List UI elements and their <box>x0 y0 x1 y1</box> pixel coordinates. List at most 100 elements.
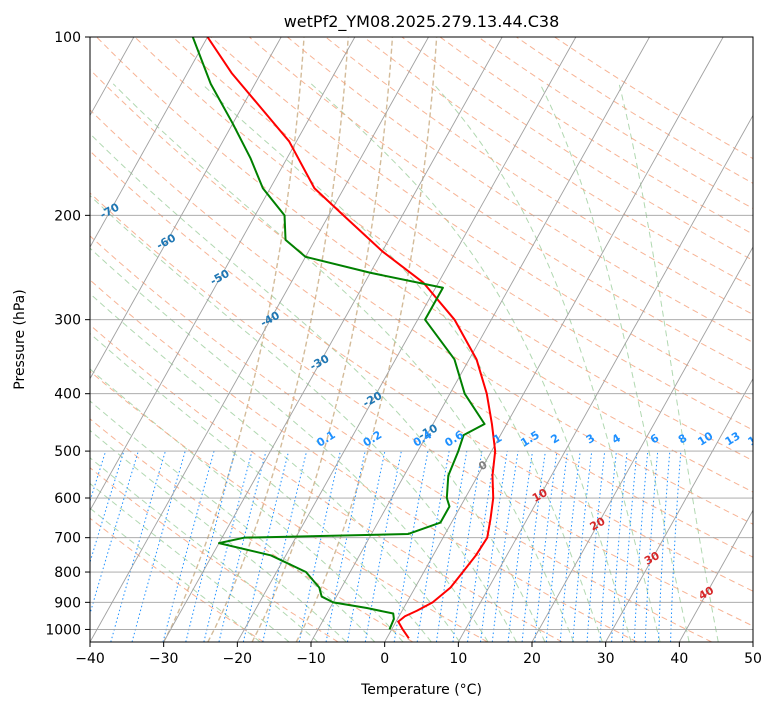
isotherm-gridlines <box>90 37 753 642</box>
mixing-ratio-lines <box>90 450 682 642</box>
mixing-ratio-line <box>131 450 186 642</box>
y-tick-label: 800 <box>54 565 81 581</box>
moist-adiabat-line <box>90 429 347 642</box>
moist-adiabat-line <box>90 293 461 642</box>
mixing-ratio-line <box>545 451 569 642</box>
y-axis-ticks: 100 200 300 400 500 600 700 800 900 1000 <box>45 30 90 638</box>
dgz-line <box>251 37 394 642</box>
dry-adiabat-line <box>90 109 753 558</box>
dry-adiabat-line <box>516 37 753 184</box>
y-tick-label: 1000 <box>45 622 81 638</box>
isotherm-line <box>605 377 753 642</box>
dry-adiabat-line <box>248 37 753 372</box>
y-tick-label: 400 <box>54 387 81 403</box>
isotherm-line <box>163 37 503 642</box>
x-axis-ticks: −40 −30 −20 −10 0 10 20 30 40 50 <box>75 642 762 667</box>
moist-adiabat-line <box>90 507 261 642</box>
y-tick-label: 300 <box>54 313 81 329</box>
x-tick-label: 40 <box>670 651 688 667</box>
dry-adiabat-line <box>90 192 753 627</box>
mixing-ratio-line <box>452 451 483 642</box>
moist-adiabat-line <box>310 83 632 642</box>
mixing-ratio-line <box>480 451 508 642</box>
x-tick-label: 20 <box>523 651 541 667</box>
y-tick-label: 600 <box>54 491 81 507</box>
x-tick-label: −20 <box>223 651 253 667</box>
isobar-gridlines <box>90 37 753 630</box>
moist-adiabat-line <box>90 247 489 642</box>
dewpoint-profile-line <box>191 37 486 630</box>
isotherm-line <box>90 37 208 248</box>
mixing-ratio-line <box>393 451 429 642</box>
dry-adiabats <box>90 37 753 642</box>
mixing-ratio-line <box>218 450 267 642</box>
dry-adiabat-line <box>90 324 563 642</box>
mixing-ratio-line <box>185 450 236 642</box>
x-tick-label: −30 <box>149 651 179 667</box>
plot-area: -100-90-80-70-60-50-40-30-20-10010203040… <box>90 37 766 642</box>
mixing-ratio-line <box>521 451 546 642</box>
dry-adiabat-line <box>90 517 264 642</box>
isotherm-line <box>90 37 429 642</box>
y-tick-label: 500 <box>54 444 81 460</box>
mixing-ratio-label: 16 <box>746 429 766 448</box>
moist-adiabat-line <box>618 83 719 642</box>
isotherm-line <box>384 37 724 642</box>
isotherm-line <box>236 37 577 642</box>
y-axis-label: Pressure (hPa) <box>12 289 28 389</box>
chart-title: wetPf2_YM08.2025.279.13.44.C38 <box>284 12 560 32</box>
profile-lines <box>191 37 497 639</box>
x-tick-label: 50 <box>744 651 762 667</box>
mixing-ratio-line <box>90 450 139 616</box>
x-tick-label: −40 <box>75 651 105 667</box>
mixing-ratio-line <box>507 451 534 642</box>
isotherm-line <box>531 246 753 642</box>
isotherm-line <box>310 37 650 642</box>
y-tick-label: 200 <box>54 208 81 224</box>
moist-adiabat-line <box>112 83 575 642</box>
moist-adiabat-line <box>90 133 546 642</box>
dry-adiabat-line <box>554 37 753 160</box>
mixing-ratio-line <box>242 450 290 642</box>
x-tick-label: −10 <box>296 651 326 667</box>
dry-adiabat-line <box>172 37 753 431</box>
moist-adiabat-line <box>433 83 661 642</box>
mixing-ratio-line <box>162 450 215 642</box>
y-tick-label: 900 <box>54 595 81 611</box>
moist-adiabat-line <box>201 83 603 642</box>
dry-adiabat-line <box>90 150 753 592</box>
dry-adiabat-line <box>90 279 638 642</box>
dry-adiabat-line <box>90 68 753 525</box>
dry-adiabat-line <box>90 370 488 642</box>
dry-adiabat-line <box>210 37 753 401</box>
mixing-ratio-line <box>346 450 386 642</box>
moist-adiabat-line <box>90 332 432 642</box>
x-tick-label: 10 <box>449 651 467 667</box>
moist-adiabat-line <box>539 83 690 642</box>
x-tick-label: 0 <box>380 651 389 667</box>
dgz-line <box>163 37 305 642</box>
plot-frame <box>89 36 754 643</box>
mixing-ratio-line <box>203 450 253 642</box>
mixing-ratio-line <box>416 451 450 642</box>
isotherm-line <box>90 37 282 380</box>
mixing-ratio-line <box>298 450 341 642</box>
mixing-ratio-line <box>534 451 558 642</box>
dry-adiabat-line <box>287 37 753 343</box>
moist-adiabats <box>90 83 719 642</box>
isotherm-line <box>90 37 356 512</box>
x-axis-label: Temperature (°C) <box>360 682 482 698</box>
moist-adiabat-line <box>90 194 517 642</box>
mixing-ratio-line <box>325 450 366 642</box>
dendritic-growth-zone-lines <box>163 37 438 642</box>
mixing-ratio-line <box>491 451 519 642</box>
dgz-line <box>295 37 438 642</box>
isotherm-line <box>457 114 753 642</box>
mixing-ratio-line <box>110 450 166 642</box>
dry-adiabat-line <box>477 37 753 210</box>
moist-adiabat-line <box>90 482 290 642</box>
mixing-ratio-line <box>435 451 468 642</box>
isotherm-line <box>678 509 753 642</box>
